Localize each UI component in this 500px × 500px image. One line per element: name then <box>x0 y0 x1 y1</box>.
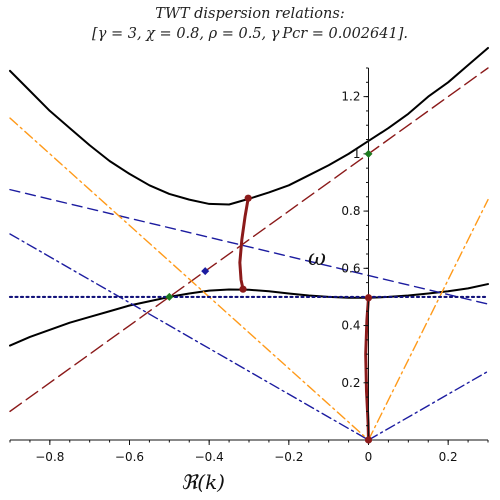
marker-green-left <box>165 292 174 301</box>
marker-origin-upper <box>364 294 373 302</box>
y-tick-label: 0.2 <box>341 376 360 390</box>
series-complex-branch-left <box>238 196 250 291</box>
y-tick-label: 0.4 <box>341 319 360 333</box>
x-tick-label: 0.2 <box>439 450 458 464</box>
marker-layer <box>165 149 373 444</box>
series-darkred-dashed-line <box>9 67 489 413</box>
marker-upper-min <box>244 194 252 202</box>
y-tick-label: 1.2 <box>341 90 360 104</box>
series-lower-branch <box>9 283 489 347</box>
x-tick-label: −0.8 <box>35 450 64 464</box>
marker-green-top <box>364 149 373 158</box>
y-tick-label: 0.8 <box>341 204 360 218</box>
y-axis-label: ω <box>308 246 326 271</box>
series-upper-branch <box>9 46 489 206</box>
x-tick-label: −0.6 <box>115 450 144 464</box>
ticks-layer: −0.8 −0.6 −0.4 −0.2 0 0.2 0.2 0.4 0.6 0.8 1 1.2 <box>9 67 489 464</box>
title-line-2: [γ = 3, χ = 0.8, ρ = 0.5, γ Pcr = 0.0026… <box>92 26 408 42</box>
x-axis-label: ℜ(k) <box>181 470 225 494</box>
title-line-1: TWT dispersion relations: <box>155 6 345 22</box>
x-tick-label: 0 <box>365 450 373 464</box>
marker-lower-max <box>239 285 247 293</box>
series-navy-dashdot-left <box>9 233 370 441</box>
y-tick-label: 1 <box>353 147 361 161</box>
y-tick-label: 0.6 <box>341 261 360 275</box>
marker-origin <box>364 436 373 444</box>
series-orange-dashdot-left <box>9 117 370 441</box>
series-layer <box>8 46 490 442</box>
x-tick-label: −0.4 <box>195 450 224 464</box>
series-navy-dashdot-right <box>367 370 489 441</box>
chart-title: TWT dispersion relations: [γ = 3, χ = 0.… <box>0 4 500 44</box>
marker-navy <box>201 267 210 276</box>
x-tick-label: −0.2 <box>274 450 303 464</box>
series-navy-dashed-line <box>9 188 489 305</box>
axes-layer <box>10 68 488 441</box>
series-orange-dashdot-right <box>367 198 489 441</box>
